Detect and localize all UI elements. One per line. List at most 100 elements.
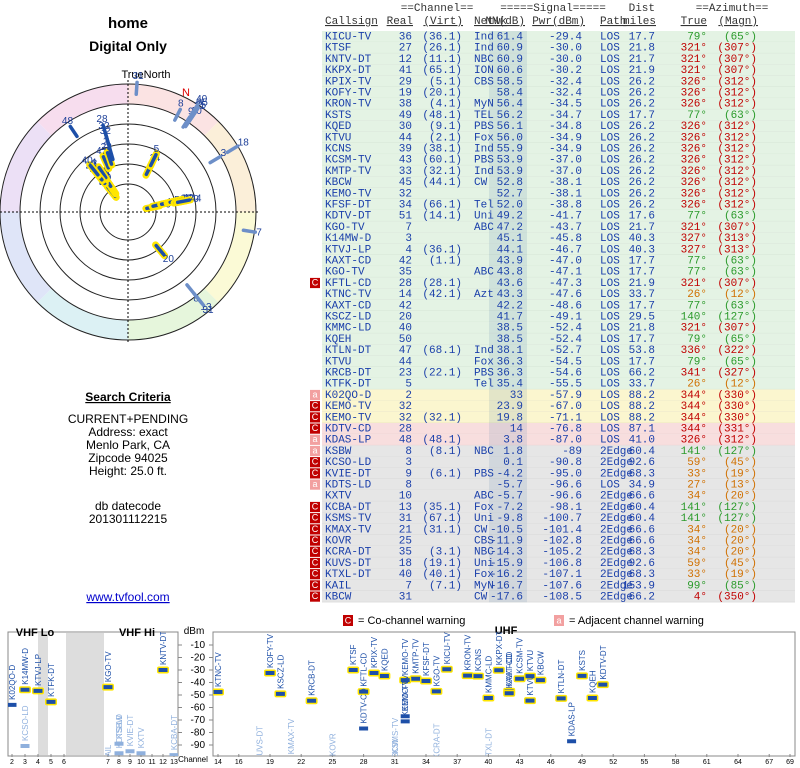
signal-callsign: KCBA-DT: [170, 715, 179, 750]
nm-shade: [489, 568, 527, 580]
nm-shade: [489, 400, 527, 412]
cell-mag: (20°): [724, 536, 757, 548]
cell-dist: 26.2: [629, 155, 655, 167]
nm-shade: [489, 31, 527, 43]
cell-path: LOS: [600, 379, 620, 391]
cell-dist: 21.9: [629, 65, 655, 77]
cell-az: 79°: [687, 334, 707, 346]
cell-virt: (44.1): [422, 177, 462, 189]
cell-dist: 153.9: [622, 580, 655, 592]
signal-callsign: KSTS: [578, 650, 587, 671]
signal-callsign: KBCW: [536, 651, 545, 675]
signal-bar: [125, 749, 135, 754]
band-label: UHF: [495, 625, 518, 637]
cell-path: 2Edge: [600, 547, 633, 559]
signal-channel: 5: [154, 144, 160, 155]
cell-call: KTVJ-LP: [325, 244, 372, 256]
cell-dist: 26.2: [629, 177, 655, 189]
warning-flag: C: [312, 535, 319, 545]
cell-path: 2Edge: [600, 524, 633, 536]
signal-callsign: KXTV: [137, 727, 146, 749]
nm-shade: [489, 143, 527, 155]
signal-bar: [105, 151, 114, 166]
cell-path: 2Edge: [600, 580, 633, 592]
signal-callsign: KRCB-DT: [308, 660, 317, 696]
x-tick-label: 3: [23, 759, 27, 766]
cell-net: Fox: [474, 132, 494, 144]
cell-dist: 66.6: [629, 524, 655, 536]
cell-ch: 7: [405, 580, 412, 592]
cell-dist: 21.8: [629, 323, 655, 335]
cell-dist: 60.4: [629, 513, 656, 525]
cell-net: Tel: [474, 200, 494, 212]
cell-nm: -5.7: [497, 480, 523, 492]
cell-pwr: -52.7: [549, 345, 582, 357]
cell-pwr: -34.9: [549, 144, 582, 156]
cell-az: 336°: [681, 345, 707, 357]
cell-pwr: -107.6: [542, 580, 582, 592]
cell-call: KKPX-DT: [325, 65, 372, 77]
cell-call: KOFY-TV: [325, 88, 372, 100]
cell-nm: -10.5: [490, 524, 523, 536]
cell-virt: (6.1): [429, 468, 462, 480]
x-tick-label: 64: [734, 759, 742, 766]
cell-call: KSCZ-LD: [325, 312, 372, 324]
cell-ch: 28: [399, 424, 412, 436]
nm-shade: [489, 322, 527, 334]
signal-bar: [103, 685, 113, 690]
cell-ch: 25: [399, 536, 412, 548]
cell-call: KCSM-TV: [325, 155, 372, 167]
cell-mag: (331°): [717, 424, 757, 436]
cell-dist: 88.2: [629, 390, 655, 402]
criteria-line: CURRENT+PENDING: [68, 412, 188, 426]
signal-bar: [20, 744, 30, 748]
signal-callsign: KKPX-DT: [495, 630, 504, 665]
cell-mag: (20°): [724, 524, 757, 536]
cell-call: KBCW: [325, 177, 352, 189]
cell-path: 2Edge: [600, 536, 633, 548]
signal-bar: [483, 696, 493, 700]
nm-shade: [489, 591, 527, 603]
cell-call: KPIX-TV: [325, 76, 372, 88]
row-background: [322, 479, 795, 491]
cell-virt: (31.1): [422, 524, 462, 536]
column-header: Pwr(dBm): [532, 16, 585, 28]
y-tick-label: -50: [191, 690, 206, 701]
cell-path: 2Edge: [600, 502, 633, 514]
cell-mag: (307°): [717, 222, 757, 234]
signal-callsign: KQEH: [588, 670, 597, 693]
cell-path: LOS: [600, 323, 620, 335]
y-tick-label: -70: [191, 715, 206, 726]
cell-ch: 48: [399, 435, 412, 447]
warning-flag: C: [312, 457, 319, 467]
warning-flag-box: [310, 546, 320, 557]
cell-nm: 61.4: [497, 32, 524, 44]
warning-flag: C: [312, 546, 319, 556]
cell-ch: 29: [399, 76, 412, 88]
signal-callsign: KRON-TV: [464, 634, 473, 671]
warning-flag-box: [310, 457, 320, 468]
cell-virt: (42.1): [422, 289, 462, 301]
site-link[interactable]: www.tvfool.com: [85, 590, 169, 604]
x-tick-label: 7: [106, 759, 110, 766]
cell-nm: 53.9: [497, 166, 523, 178]
signal-bar: [515, 676, 525, 681]
cell-nm: 44.1: [497, 244, 524, 256]
cell-pwr: -67.0: [549, 401, 582, 413]
cell-net: Azt: [474, 289, 494, 301]
cell-net: PBS: [474, 368, 494, 380]
cell-path: LOS: [600, 32, 620, 44]
cell-az: 326°: [681, 76, 707, 88]
cell-pwr: -47.6: [549, 289, 582, 301]
row-background: [322, 568, 795, 580]
row-background: [322, 277, 795, 289]
warning-flag-box: [310, 501, 320, 513]
warning-flag: C: [312, 501, 319, 511]
unit-label: dBm: [184, 626, 205, 637]
nm-shade: [489, 411, 527, 423]
y-tick-label: -10: [191, 640, 206, 651]
nm-shade: [489, 355, 527, 367]
cell-pwr: -105.2: [542, 547, 582, 559]
signal-channel: 47: [96, 146, 108, 157]
signal-callsign: KICU-TV: [443, 632, 452, 665]
